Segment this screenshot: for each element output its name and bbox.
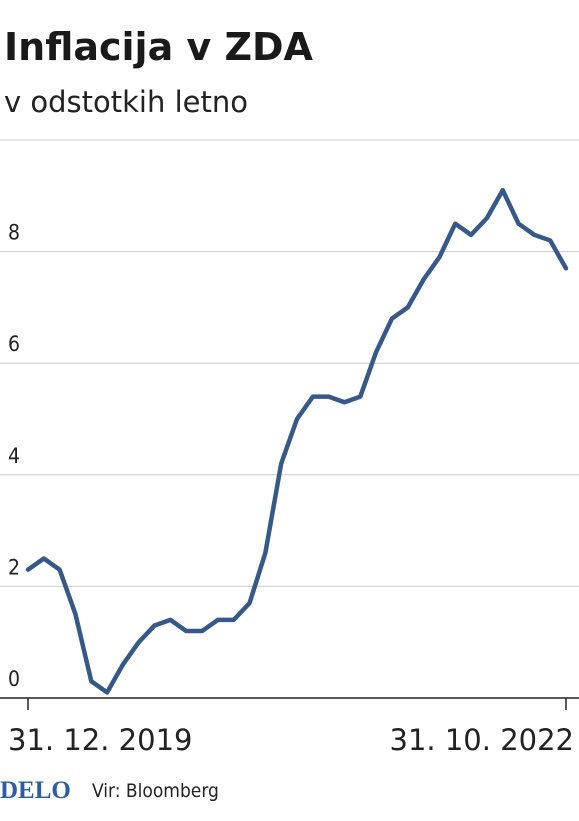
chart-subtitle: v odstotkih letno bbox=[4, 85, 248, 119]
y-tick-label: 8 bbox=[8, 221, 20, 245]
x-tick-label: 31. 12. 2019 bbox=[8, 723, 192, 757]
chart-title: Inflacija v ZDA bbox=[4, 25, 314, 69]
y-tick-label: 4 bbox=[8, 444, 20, 468]
line bbox=[25, 187, 569, 695]
x-tick-label: 31. 10. 2022 bbox=[390, 723, 574, 757]
y-tick-label: 2 bbox=[8, 555, 20, 579]
brand: DELO bbox=[0, 777, 71, 804]
source: Vir: Bloomberg bbox=[92, 780, 219, 802]
y-tick-label: 6 bbox=[8, 332, 20, 356]
y-tick-label: 0 bbox=[8, 667, 20, 691]
